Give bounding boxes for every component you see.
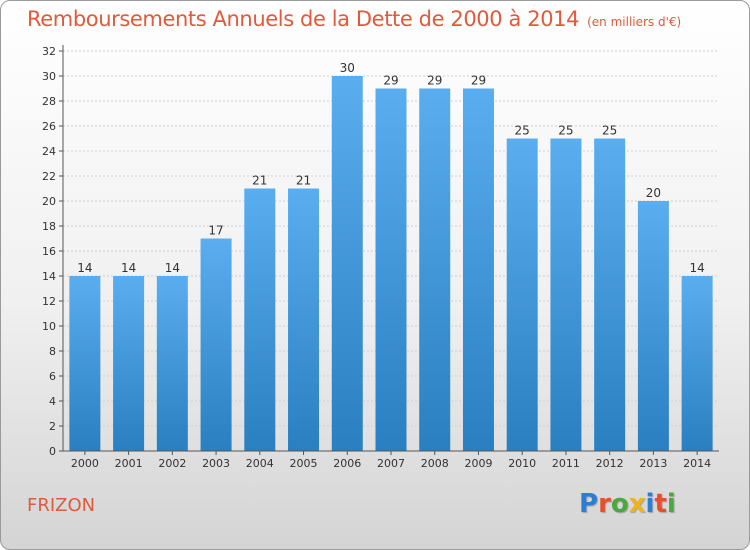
bar-value-label: 14 (77, 261, 92, 275)
proxiti-logo: Proxiti (579, 489, 676, 519)
y-tick-label: 22 (42, 170, 56, 183)
bar-2014 (681, 276, 713, 451)
bar-2003 (200, 238, 232, 451)
y-tick-label: 16 (42, 245, 56, 258)
bar-2001 (113, 276, 145, 451)
x-tick-label: 2004 (246, 457, 274, 470)
x-tick-label: 2006 (333, 457, 361, 470)
bar-value-label: 29 (383, 74, 398, 88)
bar-value-label: 29 (471, 74, 486, 88)
y-tick-label: 32 (42, 45, 56, 58)
y-tick-label: 30 (42, 70, 56, 83)
chart-title-text: Remboursements Annuels de la Dette de 20… (27, 7, 580, 31)
bar-2000 (69, 276, 101, 451)
logo-letter: r (598, 489, 611, 519)
bar-2009 (462, 88, 494, 451)
y-tick-label: 0 (49, 445, 56, 458)
x-tick-label: 2007 (377, 457, 405, 470)
logo-letter: t (654, 489, 667, 519)
bar-value-label: 17 (208, 224, 223, 238)
x-tick-label: 2005 (290, 457, 318, 470)
bar-2004 (244, 188, 276, 451)
y-tick-label: 6 (49, 370, 56, 383)
y-tick-label: 20 (42, 195, 56, 208)
x-tick-label: 2001 (115, 457, 143, 470)
logo-letter: i (666, 489, 676, 519)
axes (59, 45, 719, 455)
x-tick-label: 2014 (683, 457, 711, 470)
x-tick-label: 2008 (421, 457, 449, 470)
bar-2010 (506, 138, 538, 451)
x-tick-label: 2002 (158, 457, 186, 470)
x-tick-label: 2009 (464, 457, 492, 470)
bar-value-label: 20 (646, 186, 661, 200)
bar-value-label: 21 (296, 174, 311, 188)
y-tick-label: 28 (42, 95, 56, 108)
chart-subtitle: (en milliers d'€) (587, 15, 682, 29)
bar-value-label: 25 (515, 124, 530, 138)
x-tick-label: 2013 (639, 457, 667, 470)
logo-letter: P (579, 489, 599, 519)
y-tick-label: 10 (42, 320, 56, 333)
logo-letter: i (645, 489, 655, 519)
bar-2013 (637, 201, 669, 451)
bar-value-label: 25 (602, 124, 617, 138)
bar-2005 (288, 188, 320, 451)
bar-2012 (594, 138, 626, 451)
bar-value-label: 30 (340, 61, 355, 75)
y-tick-label: 2 (49, 420, 56, 433)
bar-value-label: 14 (165, 261, 180, 275)
bar-value-label: 14 (689, 261, 704, 275)
bar-2002 (156, 276, 188, 451)
bar-2006 (331, 76, 363, 451)
y-tick-label: 14 (42, 270, 56, 283)
labels: 0246810121416182022242628303214200014200… (42, 45, 711, 470)
x-tick-label: 2012 (596, 457, 624, 470)
x-tick-label: 2011 (552, 457, 580, 470)
bars (69, 76, 713, 451)
y-tick-label: 4 (49, 395, 56, 408)
y-tick-label: 24 (42, 145, 56, 158)
y-tick-label: 18 (42, 220, 56, 233)
x-tick-label: 2000 (71, 457, 99, 470)
bar-2007 (375, 88, 407, 451)
bar-value-label: 25 (558, 124, 573, 138)
y-tick-label: 8 (49, 345, 56, 358)
logo-letter: o (610, 489, 629, 519)
logo-letter: x (628, 489, 646, 519)
commune-name: FRIZON (27, 495, 96, 516)
bar-value-label: 21 (252, 174, 267, 188)
bar-value-label: 14 (121, 261, 136, 275)
bar-2008 (419, 88, 451, 451)
bar-2011 (550, 138, 582, 451)
y-tick-label: 26 (42, 120, 56, 133)
chart-title: Remboursements Annuels de la Dette de 20… (27, 7, 681, 31)
y-tick-label: 12 (42, 295, 56, 308)
bar-value-label: 29 (427, 74, 442, 88)
x-tick-label: 2010 (508, 457, 536, 470)
x-tick-label: 2003 (202, 457, 230, 470)
